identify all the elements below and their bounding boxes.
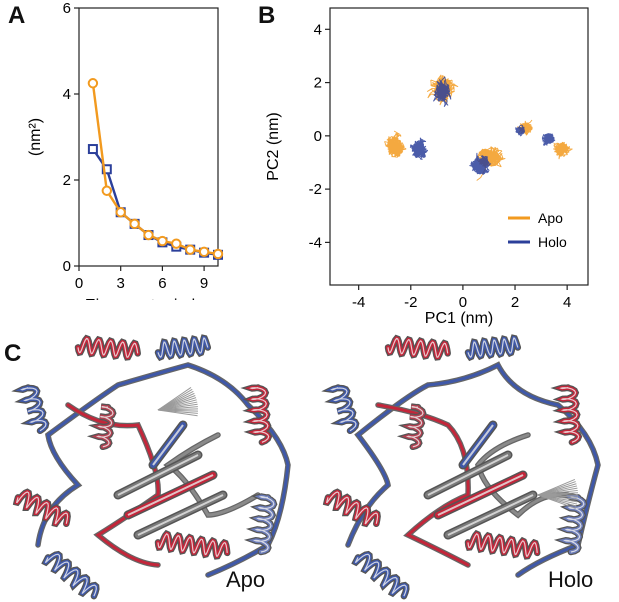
alpha-helix-highlight <box>559 386 580 443</box>
alpha-helix-highlight <box>95 405 114 448</box>
beta-strand-highlight <box>462 424 494 466</box>
data-point-apo <box>198 246 210 258</box>
data-point-apo <box>171 238 182 249</box>
alpha-helix-highlight <box>44 553 97 597</box>
x-tick-label: 0 <box>75 275 83 292</box>
x-tick-label: 0 <box>459 294 467 311</box>
chart-a: 0 3 6 9 0 2 4 6 Eigenvector index (nm²) <box>27 0 224 300</box>
data-point-apo <box>129 218 140 230</box>
y-tick-label: 0 <box>314 128 322 145</box>
backbone-loop <box>346 362 600 577</box>
backbone-loop <box>376 403 470 567</box>
x-tick-label: -2 <box>404 294 417 311</box>
alpha-helix-highlight <box>562 495 585 553</box>
data-point-apo <box>115 207 126 218</box>
backbone-loop <box>66 403 160 567</box>
x-tick-label: 3 <box>117 275 125 292</box>
alpha-helix-highlight <box>157 337 209 358</box>
y-tick-label: 4 <box>63 86 71 103</box>
apo-structure <box>11 334 291 600</box>
apo-structure-label: Apo <box>226 567 266 592</box>
alpha-helix-highlight <box>15 491 69 525</box>
data-point-apo <box>87 78 99 89</box>
plot-frame <box>329 7 589 286</box>
alpha-helix-highlight <box>330 386 357 432</box>
trajectory-cluster-apo <box>553 141 573 160</box>
conformation-spread <box>537 494 576 509</box>
x-tick-label: 9 <box>200 275 208 292</box>
alpha-helix-highlight <box>354 553 407 597</box>
beta-strand-highlight <box>427 454 509 496</box>
alpha-helix-highlight <box>387 337 449 358</box>
beta-strand-highlight <box>152 424 184 466</box>
trajectory-cluster-holo <box>514 124 526 137</box>
trajectory-cluster-holo <box>432 76 452 108</box>
alpha-helix-highlight <box>249 386 270 443</box>
y-tick-label: -4 <box>309 234 322 251</box>
beta-strand-highlight <box>127 474 214 516</box>
y-tick-label: 0 <box>63 258 71 275</box>
data-point-apo <box>212 248 224 260</box>
y-axis-label: PC2 (nm) <box>265 112 282 180</box>
series-line-apo <box>91 83 219 256</box>
data-point-holo <box>87 144 98 155</box>
data-point-holo <box>101 164 112 175</box>
alpha-helix-highlight <box>20 386 47 432</box>
panel-label-a: A <box>8 2 26 29</box>
legend-label-holo: Holo <box>538 234 567 250</box>
y-tick-label: 6 <box>63 0 71 17</box>
legend-label-apo: Apo <box>538 210 563 226</box>
alpha-helix-highlight <box>157 533 228 557</box>
y-tick-label: -2 <box>309 181 322 198</box>
x-tick-label: -4 <box>352 294 365 311</box>
y-tick-label: 4 <box>314 21 322 38</box>
y-axis-label: (nm²) <box>27 118 44 156</box>
y-tick-label: 2 <box>63 172 71 189</box>
y-tick-label: 2 <box>314 75 322 92</box>
x-tick-label: 2 <box>511 294 519 311</box>
data-point-apo <box>157 235 168 247</box>
holo-structure-label: Holo <box>548 567 594 592</box>
x-tick-label: 4 <box>563 294 571 311</box>
data-point-apo <box>143 229 154 241</box>
trajectory-holo <box>409 76 556 175</box>
conformation-spread <box>157 409 198 417</box>
beta-strand-highlight <box>117 454 199 496</box>
backbone-loop <box>36 363 290 577</box>
alpha-helix-highlight <box>252 495 275 553</box>
chart-b: -4 -2 0 2 4 -4 -2 0 2 4 PC1 (nm) PC2 (nm) Apo Holo <box>265 7 589 327</box>
panel-label-c: C <box>4 340 22 367</box>
alpha-helix-highlight <box>467 337 519 358</box>
trajectory-layer <box>384 74 573 181</box>
data-point-apo <box>185 244 196 255</box>
trajectory-cluster-holo <box>541 133 556 146</box>
data-point-apo <box>101 185 113 196</box>
beta-strand-highlight <box>437 474 524 516</box>
beta-strand-highlight <box>447 494 534 536</box>
beta-strand-highlight <box>137 494 224 536</box>
alpha-helix-highlight <box>405 405 424 448</box>
alpha-helix-highlight <box>467 533 538 557</box>
alpha-helix-highlight <box>325 491 379 525</box>
trajectory-cluster-holo <box>409 137 429 160</box>
trajectory-cluster-apo <box>384 130 407 158</box>
x-axis-label: PC1 (nm) <box>425 310 493 327</box>
panel-label-b: B <box>258 2 276 29</box>
alpha-helix-highlight <box>77 337 139 358</box>
holo-structure <box>321 334 601 600</box>
x-axis-label: Eigenvector index <box>85 297 212 300</box>
trajectory-cluster-holo <box>469 152 492 175</box>
x-tick-label: 6 <box>158 275 166 292</box>
plot-frame <box>78 7 219 267</box>
